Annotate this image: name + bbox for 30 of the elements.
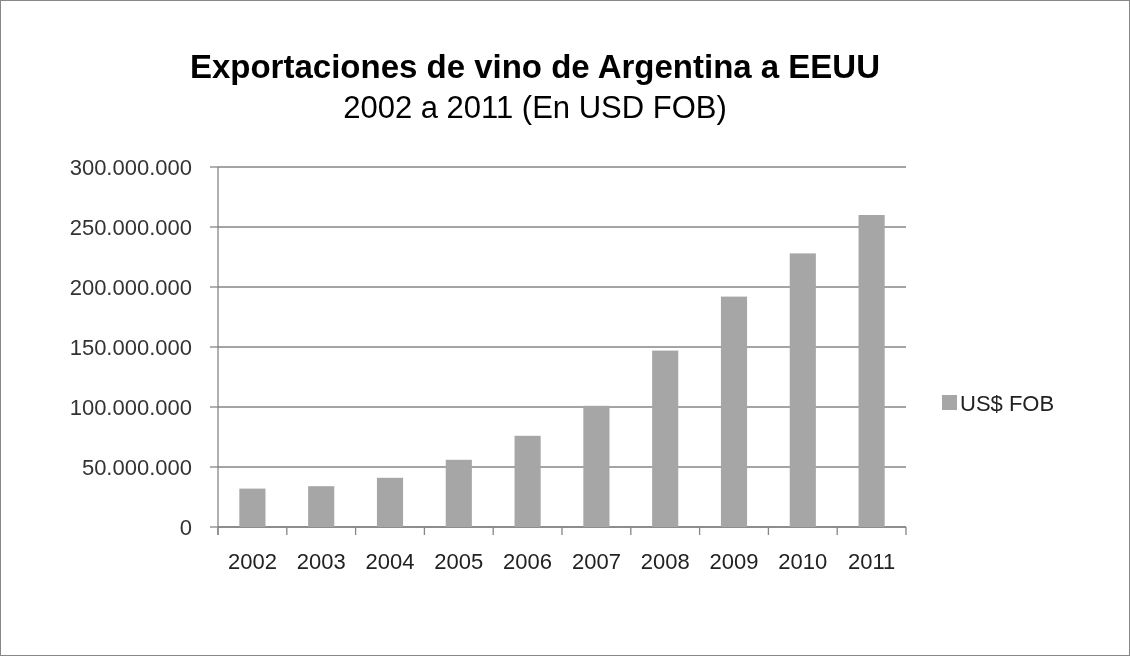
x-tick-label: 2005 [434,549,484,574]
x-tick-label: 2002 [227,549,277,574]
bar [514,435,541,527]
x-tick-label: 2004 [365,549,415,574]
chart-title: Exportaciones de vino de Argentina a EEUU [189,48,881,85]
bar [308,486,335,527]
x-tick-label: 2006 [503,549,553,574]
y-tick-label: 250.000.000 [69,214,192,240]
bar [720,296,748,527]
y-tick-label: 150.000.000 [69,334,192,360]
legend-label: US$ FOB [960,390,1055,416]
bar [652,350,679,527]
x-tick-label: 2011 [847,549,896,574]
chart-subtitle: 2002 a 2011 (En USD FOB) [343,90,727,125]
bar [858,215,885,527]
x-tick-label: 2003 [296,549,346,574]
bar [445,459,472,527]
y-tick-label: 50.000.000 [81,454,192,480]
y-tick-label: 200.000.000 [69,274,192,300]
y-tick-label: 0 [179,514,192,540]
x-tick-label: 2010 [778,549,828,574]
y-tick-label: 300.000.000 [69,154,192,180]
bar [239,488,266,527]
x-tick-label: 2009 [709,549,759,574]
bar [376,477,404,527]
bar [583,405,610,527]
y-tick-label: 100.000.000 [69,394,192,420]
x-tick-label: 2007 [571,549,621,574]
x-tick-label: 2008 [640,549,690,574]
bar [789,253,816,527]
